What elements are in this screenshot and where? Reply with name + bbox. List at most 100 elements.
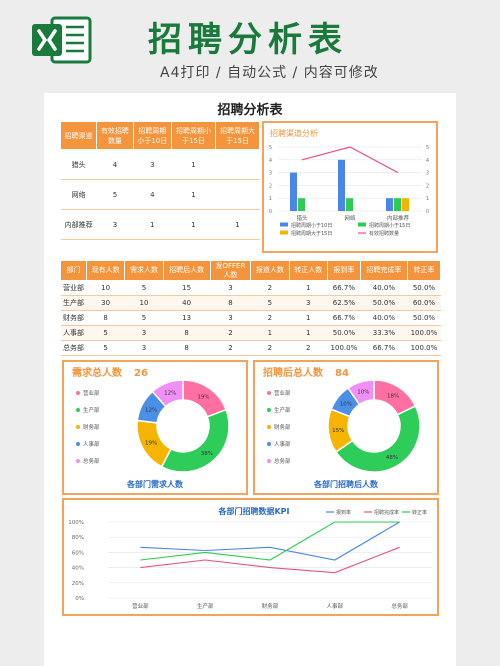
channel-table-cell: 网络	[60, 179, 97, 210]
department-table-header-cell: 报到率	[326, 260, 361, 281]
department-table-cell: 62.5%	[327, 295, 361, 311]
pie-percent-label: 10%	[357, 390, 369, 396]
legend-label: 招聘完成率	[374, 509, 399, 516]
department-table-cell: 3	[210, 280, 251, 296]
bar	[346, 198, 353, 211]
channel-table-cell: 4	[133, 179, 172, 210]
y2-tick-label: 5	[426, 145, 429, 151]
department-table-cell: 2	[250, 280, 290, 296]
page-subtitle: A4打印 / 自动公式 / 内容可修改	[160, 65, 379, 81]
kpi-line-chart: 各部门招聘数据KPI 0% 20% 40% 60% 80% 100% 营业部 生产部 财务部 人事部…	[68, 506, 432, 610]
x-tick-label: 网络	[344, 214, 356, 222]
pie-total: 84	[335, 368, 349, 379]
legend-swatch	[76, 408, 80, 412]
department-table-cell: 3	[124, 325, 164, 341]
department-table-header-cell: 转正率	[406, 260, 442, 281]
department-table-row: 营业部 10 5 15 3 2 1 66.7% 40.0% 50.0%	[60, 280, 441, 296]
legend-swatch	[267, 459, 271, 463]
department-table-cell: 100.0%	[327, 340, 361, 356]
department-table-cell: 100.0%	[407, 325, 441, 341]
department-table-cell: 40	[163, 295, 211, 311]
legend-label: 生产部	[274, 406, 291, 414]
pie-percent-label: 15%	[332, 428, 344, 434]
series-line	[301, 146, 399, 174]
department-table-cell: 50.0%	[360, 295, 408, 311]
legend-label: 总务部	[274, 457, 291, 465]
department-table-header-cell: 转正人数	[288, 260, 328, 281]
y2-tick-label: 0	[426, 209, 429, 215]
department-table-cell: 10	[124, 295, 164, 311]
channel-table-cell: 1	[133, 209, 172, 240]
y-tick-label: 5	[269, 145, 272, 151]
y2-tick-label: 1	[426, 196, 429, 202]
department-table-cell: 50.0%	[407, 310, 441, 326]
excel-logo-icon	[32, 16, 92, 64]
channel-table-header-cell: 招聘周期大 于15日	[214, 121, 261, 150]
department-table-cell: 33.3%	[360, 325, 408, 341]
department-table-cell: 3	[289, 295, 328, 311]
x-tick-label: 猎头	[296, 214, 308, 222]
legend-label: 报到率	[336, 509, 351, 516]
pie-percent-label: 10%	[340, 402, 352, 408]
department-table-cell: 营业部	[60, 280, 87, 296]
department-table-header-cell: 需求人数	[124, 260, 164, 281]
legend-swatch	[76, 425, 80, 429]
y-tick-label: 2	[269, 183, 272, 189]
department-table: 部门 现有人数 需求人数 招聘后人数 发OFFER 人数 报道人数 转正人数 报到率 招聘完成率转…	[60, 260, 442, 356]
department-table-cell: 50.0%	[407, 280, 441, 296]
department-table-header-cell: 招聘后人数	[162, 260, 211, 281]
x-tick-label: 营业部	[132, 602, 149, 610]
department-table-cell: 100.0%	[407, 340, 441, 356]
department-table-row: 总务部 5 3 8 2 2 2 100.0% 66.7% 100.0%	[60, 340, 441, 356]
department-table-cell: 66.7%	[327, 280, 361, 296]
bar	[394, 198, 401, 211]
department-table-cell: 66.7%	[327, 310, 361, 326]
department-table-cell: 财务部	[60, 310, 87, 326]
pie-percent-label: 12%	[145, 407, 157, 413]
sheet-title: 招聘分析表	[217, 103, 283, 118]
demand-pie-panel: 需求总人数 26 19% 38% 19% 12% 12% 营业部 生产部 财务部 人事部 总务部 各部门…	[62, 360, 248, 495]
channel-table: 招聘渠道 有效招聘 数量 招聘周期 小于10日 招聘周期小 于15日 招聘周期大 于15日 猎头…	[59, 121, 261, 240]
department-table-cell: 3	[124, 340, 164, 356]
y-tick-label: 3	[269, 171, 272, 177]
legend-label: 财务部	[83, 423, 100, 431]
y-tick-label: 80%	[72, 535, 84, 541]
chart-title: 招聘渠道分析	[270, 128, 318, 138]
pie-percent-label: 19%	[145, 441, 157, 447]
department-table-cell: 2	[210, 340, 251, 356]
legend-swatch	[280, 230, 288, 235]
department-table-cell: 30	[86, 295, 125, 311]
pie-slice	[347, 379, 375, 406]
channel-table-cell: 5	[96, 179, 134, 210]
pie-percent-label: 38%	[201, 451, 213, 457]
pie-percent-label: 12%	[164, 390, 176, 396]
bar	[290, 172, 297, 211]
y-tick-label: 40%	[72, 566, 84, 572]
department-table-cell: 3	[210, 310, 251, 326]
department-table-cell: 1	[289, 280, 328, 296]
legend-swatch	[280, 222, 288, 227]
hired-pie-panel: 招聘后总人数 84 18% 48% 15% 10% 10% 营业部 生产部 财务部 人事部 总务部 各部…	[253, 360, 439, 495]
y2-tick-label: 2	[426, 183, 429, 189]
pie-total: 26	[134, 368, 148, 379]
channel-table-row: 猎头 4 3 1	[60, 149, 260, 180]
legend-label: 转正率	[412, 509, 427, 516]
channel-table-row: 内部推荐 3 1 1 1	[60, 209, 260, 240]
channel-table-cell	[215, 179, 260, 210]
department-table-cell: 60.0%	[407, 295, 441, 311]
department-table-cell: 1	[289, 310, 328, 326]
y-tick-label: 4	[269, 158, 272, 164]
pie-title: 招聘后总人数	[263, 366, 324, 379]
department-table-cell: 5	[250, 295, 290, 311]
department-table-cell: 5	[124, 280, 164, 296]
department-table-cell: 50.0%	[327, 325, 361, 341]
legend-swatch	[267, 391, 271, 395]
legend-swatch	[76, 442, 80, 446]
legend-label: 招聘周期小于15日	[369, 222, 410, 229]
department-table-cell: 人事部	[60, 325, 87, 341]
legend-label: 招聘周期大于15日	[291, 230, 332, 237]
department-table-cell: 2	[289, 340, 328, 356]
legend-label: 有效招聘数量	[369, 230, 399, 237]
page-header: 招聘分析表 A4打印 / 自动公式 / 内容可修改	[0, 0, 500, 92]
